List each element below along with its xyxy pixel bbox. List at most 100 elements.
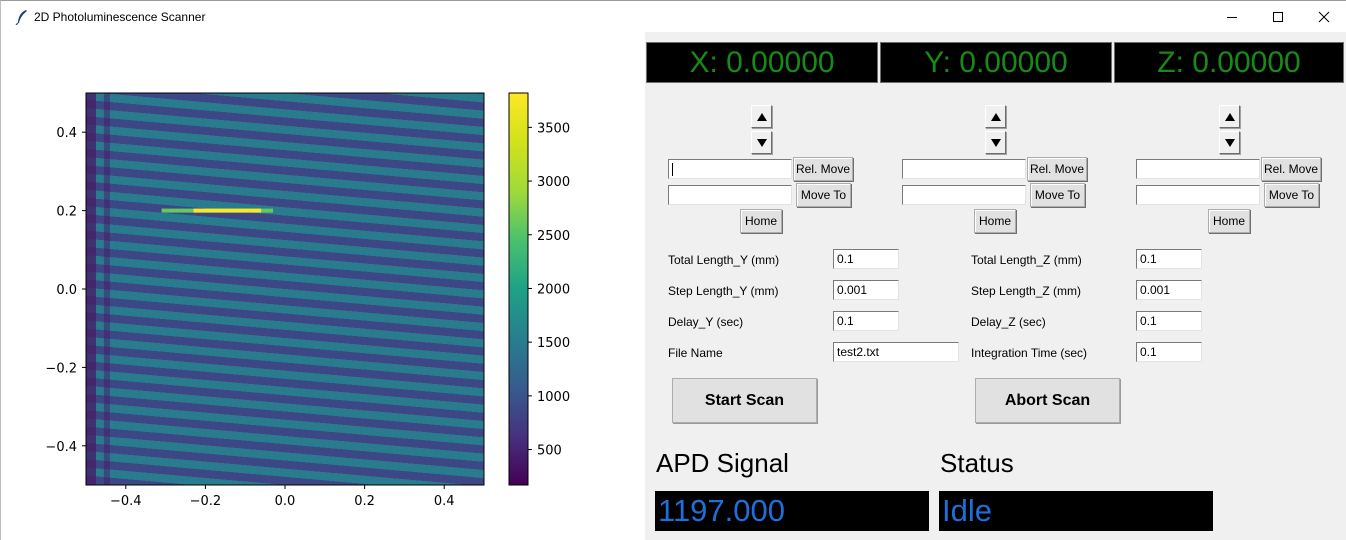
colorbar-tick-label: 3500	[537, 121, 570, 136]
integration-time-input[interactable]: 0.1	[1136, 342, 1202, 362]
x-tick-label: 0.0	[275, 494, 296, 509]
file-name-input[interactable]: test2.txt	[833, 342, 959, 362]
heatmap-band	[86, 312, 484, 356]
abort-scan-button[interactable]: Abort Scan	[975, 378, 1120, 423]
z-step-up-button[interactable]	[1219, 105, 1240, 128]
heatmap-band	[86, 410, 484, 454]
heatmap-band	[86, 467, 285, 485]
z-rel-move-button[interactable]: Rel. Move	[1261, 157, 1321, 181]
z-home-button[interactable]: Home	[1208, 209, 1250, 233]
close-button[interactable]	[1301, 1, 1346, 33]
z-position-display: Z: 0.00000	[1114, 42, 1344, 83]
x-move-to-button[interactable]: Move To	[796, 183, 851, 207]
heatmap-band	[86, 287, 484, 332]
heatmap-band	[86, 279, 484, 323]
heatmap-band	[86, 140, 484, 185]
status-label: Status	[940, 448, 1014, 478]
x-tick-label: 0.2	[354, 494, 375, 509]
x-move-to-input[interactable]	[668, 185, 792, 205]
y-tick-label: 0.2	[56, 205, 77, 220]
heatmap-band	[469, 93, 484, 95]
y-step-up-button[interactable]	[985, 105, 1006, 128]
heatmap-band	[86, 206, 484, 250]
y-move-to-input[interactable]	[902, 185, 1026, 205]
bright-line-peak	[193, 208, 262, 213]
heatmap-band	[86, 336, 484, 381]
step-length-z-input[interactable]: 0.001	[1136, 280, 1202, 300]
heatmap-band	[86, 508, 484, 540]
total-length-z-label: Total Length_Z (mm)	[971, 253, 1082, 267]
status-value: Idle	[939, 491, 1213, 531]
title-bar: 2D Photoluminescence Scanner	[0, 0, 1346, 32]
x-home-button[interactable]: Home	[740, 209, 782, 233]
x-rel-move-button[interactable]: Rel. Move	[793, 157, 853, 181]
y-home-button[interactable]: Home	[974, 209, 1016, 233]
apd-signal-label: APD Signal	[656, 448, 789, 478]
y-tick-label: −0.4	[45, 440, 77, 455]
heatmap-band	[86, 99, 484, 144]
heatmap-band	[86, 214, 484, 258]
x-step-down-button[interactable]	[751, 131, 772, 154]
y-tick-label: −0.2	[45, 361, 77, 376]
heatmap-band	[86, 295, 484, 340]
heatmap-band	[86, 93, 484, 136]
step-length-y-input[interactable]: 0.001	[833, 280, 899, 300]
heatmap-band	[86, 246, 484, 291]
z-move-to-input[interactable]	[1136, 185, 1260, 205]
y-step-down-button[interactable]	[985, 131, 1006, 154]
minimize-button[interactable]	[1209, 1, 1255, 33]
heatmap-band	[86, 385, 484, 430]
heatmap-band	[100, 93, 484, 127]
heatmap-band	[86, 148, 484, 193]
up-arrow-icon	[990, 112, 1001, 121]
x-axis: −0.4 −0.2 0.0 0.2 0.4	[110, 485, 455, 509]
y-move-to-button[interactable]: Move To	[1030, 183, 1085, 207]
z-relative-move-input[interactable]	[1136, 159, 1260, 179]
heatmap-band	[86, 418, 484, 462]
start-scan-button[interactable]: Start Scan	[672, 378, 817, 423]
y-tick-label: 0.0	[56, 283, 77, 298]
heatmap-band	[86, 402, 484, 446]
down-arrow-icon	[1224, 138, 1235, 147]
heatmap-band	[86, 328, 484, 372]
y-axis: 0.4 0.2 0.0 −0.2 −0.4	[45, 126, 86, 455]
colorbar-tick-label: 2500	[537, 229, 570, 244]
heatmap-band	[86, 255, 484, 299]
up-arrow-icon	[1224, 112, 1235, 121]
heatmap-band	[86, 173, 484, 217]
y-tick-label: 0.4	[56, 126, 77, 141]
heatmap-band	[86, 361, 484, 405]
heatmap-band	[86, 451, 470, 485]
heatmap-band	[86, 124, 484, 168]
z-step-down-button[interactable]	[1219, 131, 1240, 154]
heatmap-figure: −0.4 −0.2 0.0 0.2 0.4 0.4 0.2 0.0 −0.2 −0.4 3500…	[45, 43, 570, 540]
scan-plot: −0.4 −0.2 0.0 0.2 0.4 0.4 0.2 0.0 −0.2 −0.4 3500…	[0, 32, 645, 540]
x-step-up-button[interactable]	[751, 105, 772, 128]
total-length-y-input[interactable]: 0.1	[833, 249, 899, 269]
delay-z-label: Delay_Z (sec)	[971, 315, 1046, 329]
integration-time-label: Integration Time (sec)	[971, 346, 1088, 360]
heatmap-band	[86, 43, 484, 86]
total-length-z-input[interactable]: 0.1	[1136, 249, 1202, 269]
heatmap-band	[86, 108, 484, 152]
delay-y-input[interactable]: 0.1	[833, 311, 899, 331]
heatmap-image	[86, 43, 484, 540]
heatmap-band	[86, 434, 484, 479]
heatmap-band	[86, 426, 484, 470]
colorbar-tick-label: 1000	[537, 390, 570, 405]
heatmap-band	[86, 459, 378, 485]
x-relative-move-input[interactable]	[668, 159, 792, 179]
z-move-to-button[interactable]: Move To	[1264, 183, 1319, 207]
heatmap-band	[86, 393, 484, 438]
maximize-button[interactable]	[1255, 1, 1301, 33]
y-rel-move-button[interactable]: Rel. Move	[1027, 157, 1087, 181]
file-name-label: File Name	[668, 346, 723, 360]
down-arrow-icon	[756, 138, 767, 147]
control-panel: X: 0.00000 Y: 0.00000 Z: 0.00000 Rel. Mo…	[645, 32, 1346, 540]
total-length-y-label: Total Length_Y (mm)	[668, 253, 780, 267]
heatmap-band	[86, 222, 484, 266]
maximize-icon	[1273, 12, 1283, 22]
y-relative-move-input[interactable]	[902, 159, 1026, 179]
delay-z-input[interactable]: 0.1	[1136, 311, 1202, 331]
colorbar-tick-label: 3000	[537, 175, 570, 190]
